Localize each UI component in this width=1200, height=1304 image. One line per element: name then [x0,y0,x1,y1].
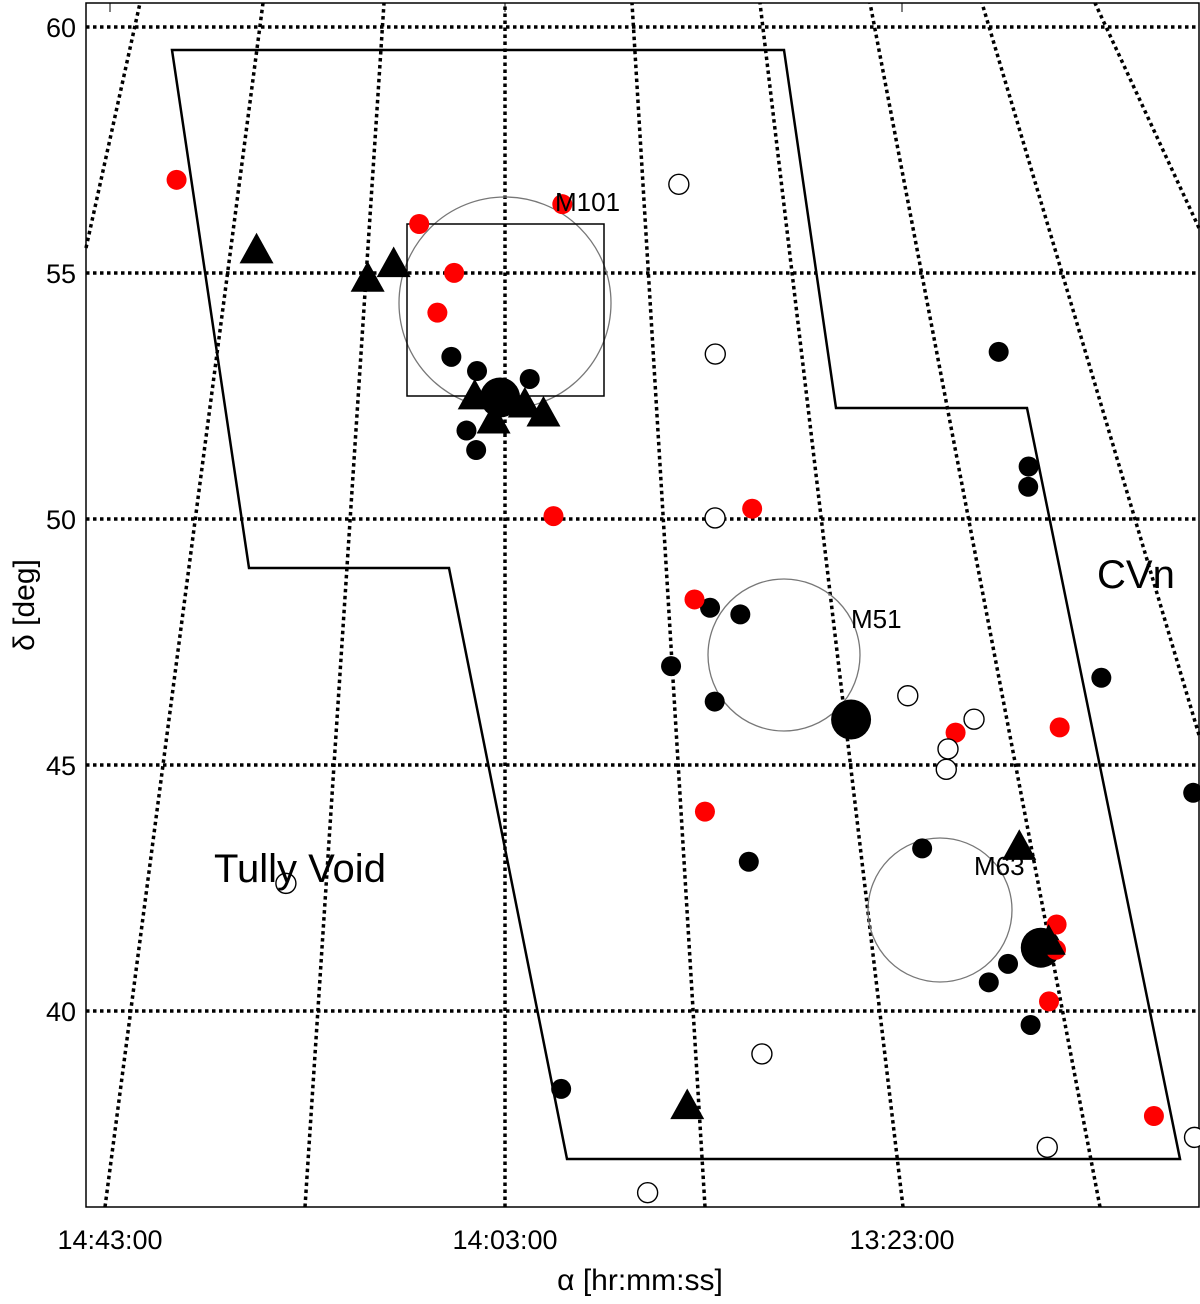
black-dot [700,597,721,618]
tully-void-label: Tully Void [214,847,386,891]
red-dot [945,722,966,743]
black-dot [912,838,933,859]
y-tick-label: 50 [46,505,76,535]
black-triangle [670,1088,705,1120]
x-tick-label: 13:23:00 [849,1225,954,1255]
data-points [166,169,1200,1204]
open-circle [668,173,690,196]
x-tick-label: 14:03:00 [452,1225,557,1255]
red-dot [1143,1106,1164,1127]
y-tick-label: 40 [46,997,76,1027]
black-triangle [457,378,492,410]
y-axis-title: δ [deg] [8,559,41,651]
black-dot [730,604,751,625]
black-dot [467,361,488,382]
black-triangle [239,232,274,264]
open-circle [935,758,957,781]
m101-label: M101 [555,187,620,217]
black-dot [456,420,477,441]
m63-region-circle [867,837,1013,983]
coordinate-grid [84,2,1200,1208]
black-triangle [526,395,561,427]
ra-grid-line [980,2,1200,736]
open-circle [937,738,959,760]
red-dot [409,214,430,235]
black-dot [704,691,725,712]
black-dot [551,1078,572,1099]
black-triangle [507,386,542,418]
x-axis-title: α [hr:mm:ss] [557,1264,723,1297]
black-dot [661,656,682,677]
black-dot [1018,456,1039,477]
black-triangle [350,261,385,292]
red-dot [1049,717,1070,738]
open-circle [963,708,985,730]
black-triangle [1002,829,1037,860]
black-triangle [376,246,411,278]
ra-grid-line [630,2,707,1208]
red-dot [543,506,564,527]
y-tick-label: 55 [46,259,76,289]
black-dot [519,368,540,389]
plot-frame [85,2,1200,1208]
red-dot [684,589,705,610]
m63-label: M63 [974,851,1025,881]
open-circle [751,1043,773,1065]
ra-grid-line [303,2,386,1208]
open-circle [636,1181,659,1204]
ra-grid-line [868,2,1102,1208]
black-dot [998,953,1019,974]
black-dot [441,346,462,367]
survey-footprint-outline [170,48,1182,1161]
open-circle [704,343,726,365]
survey-footprint [170,48,1182,1161]
red-dot [444,262,465,283]
ra-grid-line [758,2,905,1208]
black-dot [1183,782,1200,803]
red-dot [552,194,573,215]
m51-region-circle [707,578,861,732]
open-circle [1036,1136,1058,1159]
y-tick-label: 45 [46,751,76,781]
black-dot [1018,476,1039,497]
open-circle [1183,1126,1200,1149]
black-dot [1020,1014,1041,1035]
open-circle [704,507,726,529]
red-dot [427,302,448,323]
black-triangle [476,402,511,434]
black-triangle [1031,924,1066,955]
red-dot [694,801,715,822]
cvn-label: CVn [1097,553,1175,597]
red-dot [742,498,763,519]
red-dot [1039,991,1060,1012]
red-dot [166,169,187,190]
m51-label: M51 [851,604,902,634]
open-circle [275,872,297,895]
black-dot [988,341,1009,362]
black-dot [738,851,759,872]
black-dot [1091,667,1112,688]
black-dot [466,440,487,461]
open-circle [897,685,919,707]
black-dot [978,972,999,993]
y-tick-label: 60 [46,13,76,43]
x-tick-label: 14:43:00 [57,1225,162,1255]
galaxy-large-dot [831,699,872,740]
